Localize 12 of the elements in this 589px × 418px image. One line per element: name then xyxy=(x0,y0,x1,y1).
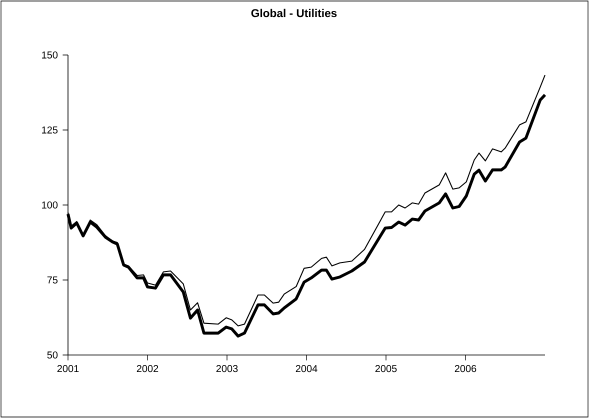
x-tick-label: 2006 xyxy=(454,365,476,372)
x-tick-label: 2002 xyxy=(136,365,158,372)
x-tick-label: 2005 xyxy=(375,365,397,372)
y-tick-label: 50 xyxy=(47,351,58,359)
x-tick-label: 2003 xyxy=(216,365,238,372)
y-tick-label: 150 xyxy=(42,51,58,59)
chart-title: Global - Utilities xyxy=(251,8,337,18)
y-tick-label: 125 xyxy=(42,126,58,134)
x-tick-label: 2001 xyxy=(57,365,79,372)
y-tick-label: 75 xyxy=(47,276,58,284)
y-tick-label: 100 xyxy=(42,201,58,209)
x-tick-label: 2004 xyxy=(296,365,318,372)
